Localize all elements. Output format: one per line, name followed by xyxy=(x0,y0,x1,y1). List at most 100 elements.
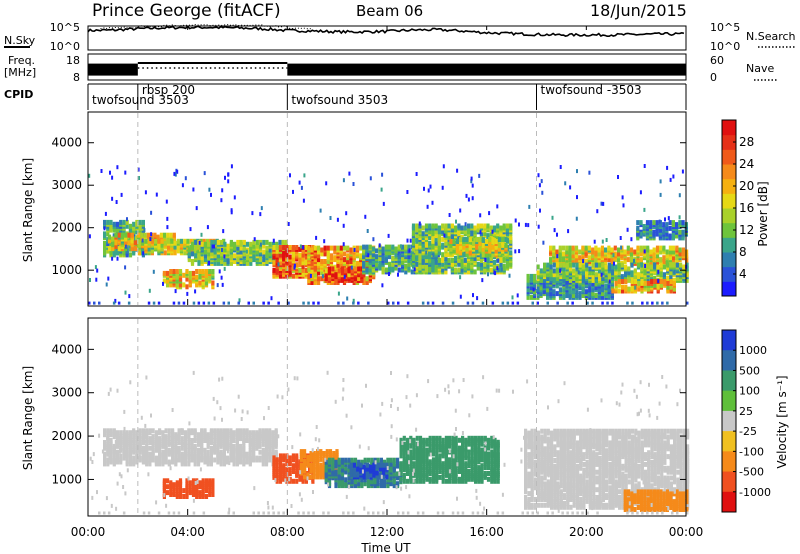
power-cell xyxy=(359,253,363,259)
power-cell xyxy=(572,268,576,274)
power-speckle xyxy=(366,229,369,233)
power-ground-cell xyxy=(117,301,121,305)
power-cell xyxy=(478,237,482,243)
power-cell xyxy=(133,240,137,246)
power-speckle xyxy=(251,211,254,216)
power-speckle xyxy=(567,229,570,234)
power-cell xyxy=(649,229,653,235)
power-cell xyxy=(594,272,598,278)
power-cell xyxy=(346,253,350,259)
power-cell xyxy=(176,244,180,250)
power-cell xyxy=(457,223,461,229)
velocity-cell xyxy=(295,453,299,459)
velocity-cell xyxy=(219,449,223,455)
power-cell xyxy=(488,241,492,246)
power-cell xyxy=(170,238,174,244)
power-cell xyxy=(597,259,601,264)
power-cell xyxy=(649,224,653,229)
power-cell xyxy=(355,245,360,251)
power-cell xyxy=(655,220,659,226)
velocity-cell xyxy=(138,428,142,434)
power-cell xyxy=(636,245,640,251)
velocity-cell xyxy=(366,483,370,489)
power-cell xyxy=(441,223,445,229)
power-cell xyxy=(659,257,663,263)
velocity-cell xyxy=(288,455,292,461)
power-cell xyxy=(124,232,128,238)
power-ground-cell xyxy=(367,301,370,305)
power-cell xyxy=(278,239,282,245)
power-ground-cell xyxy=(471,301,475,305)
power-cell xyxy=(533,273,537,279)
power-speckle xyxy=(559,165,562,169)
velocity-cell xyxy=(347,467,351,473)
power-cell xyxy=(652,257,656,263)
velocity-cell xyxy=(306,458,310,464)
power-cell xyxy=(407,244,411,250)
power-cell xyxy=(483,231,487,237)
power-cell xyxy=(333,264,337,270)
power-cell xyxy=(282,250,286,256)
power-speckle xyxy=(200,232,203,237)
power-ground-cell xyxy=(586,301,589,305)
velocity-cell xyxy=(148,451,152,457)
power-speckle xyxy=(378,243,381,248)
velocity-cell xyxy=(309,474,313,480)
power-cell xyxy=(262,249,266,255)
velocity-cell xyxy=(288,467,292,473)
velocity-cell xyxy=(357,459,361,465)
velocity-cell xyxy=(353,479,358,485)
power-cell xyxy=(143,232,147,238)
power-ground-cell xyxy=(157,301,161,305)
power-cell xyxy=(115,221,120,227)
velocity-cell xyxy=(268,428,272,434)
power-cell xyxy=(120,232,125,238)
power-cell xyxy=(167,238,171,244)
velocity-cell xyxy=(172,482,176,488)
power-cell xyxy=(636,262,641,268)
power-cell xyxy=(588,287,592,293)
velocity-cell xyxy=(167,440,171,445)
velocity-cell xyxy=(135,440,139,445)
velocity-cell xyxy=(216,428,220,434)
power-cell xyxy=(362,244,366,250)
velocity-cell xyxy=(135,430,139,436)
velocity-cell xyxy=(362,472,366,478)
power-cell xyxy=(607,245,611,251)
power-colorbar-ticklabel-20: 20 xyxy=(739,179,754,193)
power-ground-cell xyxy=(387,301,390,305)
power-ytick-label-1000: 1000 xyxy=(51,263,82,277)
power-ground-cell xyxy=(661,301,664,305)
power-ground-cell xyxy=(252,301,255,305)
power-speckle xyxy=(230,208,233,213)
power-cell xyxy=(617,251,621,257)
velocity-cell xyxy=(229,453,233,459)
power-cell xyxy=(447,240,451,246)
velocity-cell xyxy=(258,449,262,455)
power-cell xyxy=(441,256,445,261)
freq-panel: Freq. [MHz] 18 8 60 0 Nave xyxy=(4,53,778,84)
velocity-cell xyxy=(154,438,158,443)
velocity-cell xyxy=(135,451,139,457)
velocity-cell xyxy=(183,461,188,467)
power-cell xyxy=(109,223,113,229)
velocity-cell xyxy=(285,476,289,482)
power-cell xyxy=(326,253,330,259)
power-speckle xyxy=(221,282,224,287)
power-speckle xyxy=(259,212,262,217)
power-speckle xyxy=(626,227,629,232)
power-cell xyxy=(666,284,670,290)
power-cell xyxy=(668,225,672,231)
power-speckle xyxy=(206,225,209,230)
power-cell xyxy=(497,246,502,252)
power-cell xyxy=(397,244,401,250)
power-cell xyxy=(529,273,533,279)
velocity-cell xyxy=(392,471,396,477)
power-cell xyxy=(636,225,640,231)
power-cell xyxy=(462,237,466,243)
velocity-cell xyxy=(332,451,336,456)
power-cell xyxy=(488,252,492,258)
power-cell xyxy=(192,248,197,254)
power-colorbar-ticklabel-24: 24 xyxy=(739,157,754,171)
power-cell xyxy=(492,259,497,265)
